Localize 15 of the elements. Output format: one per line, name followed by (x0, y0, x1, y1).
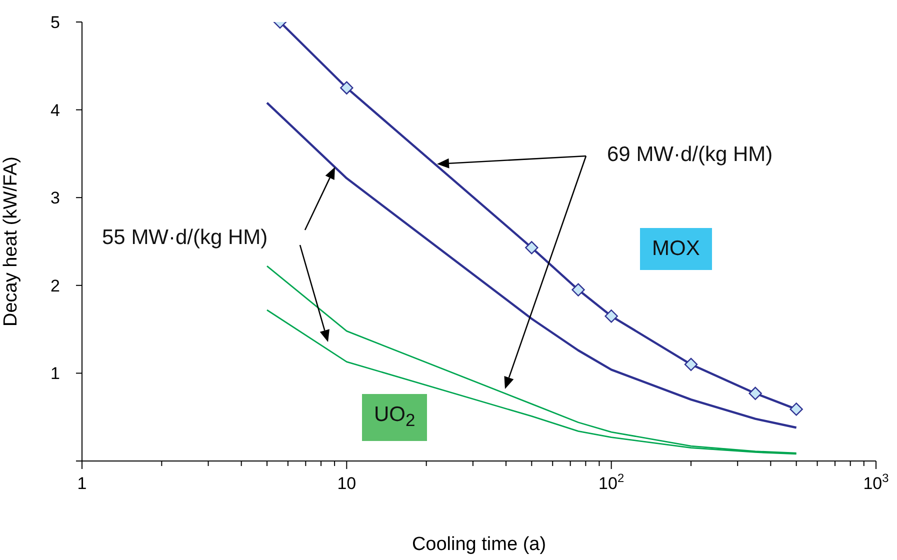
y-tick-label: 5 (50, 13, 60, 32)
annotation: 69 MW·d/(kg HM) (607, 142, 773, 168)
y-tick-label: 3 (50, 188, 60, 208)
x-tick-label: 10$^{3}$ (863, 471, 890, 493)
x-tick-label: 10 (337, 474, 356, 493)
x-axis-title: Cooling time (a) (412, 534, 546, 555)
annotation: UO$_{2}$ (362, 394, 428, 442)
y-tick-label: 4 (50, 100, 60, 120)
y-tick-label: 1 (50, 364, 60, 384)
annotation: 55 MW·d/(kg HM) (102, 225, 268, 251)
x-tick-label: 1 (77, 474, 87, 493)
y-tick-label: 2 (50, 276, 60, 296)
x-tick-label: 10$^{2}$ (598, 471, 624, 493)
y-axis-title: Decay heat (kW/FA) (0, 156, 22, 326)
annotation: MOX (640, 228, 712, 270)
